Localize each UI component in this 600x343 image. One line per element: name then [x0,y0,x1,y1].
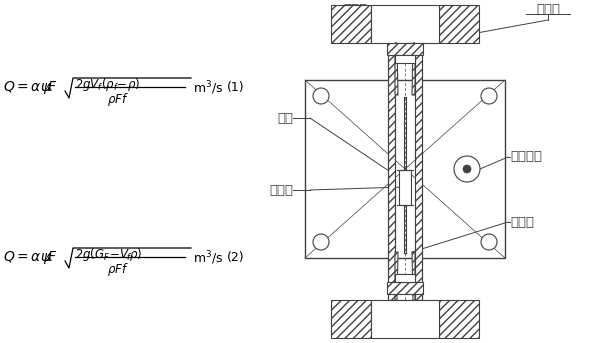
Circle shape [481,88,497,104]
Bar [439,300,479,338]
Bar [371,300,439,338]
Circle shape [454,156,480,182]
Bar [387,43,423,55]
Bar [415,43,422,300]
Polygon shape [395,252,398,300]
Polygon shape [412,43,415,95]
Bar [399,170,411,205]
Text: $\mathrm{m^3/s}$: $\mathrm{m^3/s}$ [193,79,223,97]
Text: (1): (1) [227,82,245,95]
Bar [305,80,505,258]
Text: 随动系统: 随动系统 [510,151,542,164]
Text: 法兰: 法兰 [430,328,443,338]
Text: 测量管: 测量管 [536,3,560,16]
Circle shape [313,88,329,104]
Text: $2gV_f(\rho_f\!-\!\rho)$: $2gV_f(\rho_f\!-\!\rho)$ [75,76,140,93]
Text: $Q = \alpha\psi\!\!\vartriangle\!\!F$: $Q = \alpha\psi\!\!\vartriangle\!\!F$ [3,249,58,267]
Bar [395,55,415,63]
Bar [371,5,439,43]
Text: $\mathrm{m^3/s}$: $\mathrm{m^3/s}$ [193,249,223,267]
Text: 浮子: 浮子 [277,111,293,125]
Bar [331,5,371,43]
Bar [387,282,423,294]
Text: $\rho Ff$: $\rho Ff$ [107,261,129,278]
Text: 锥形管: 锥形管 [510,215,534,228]
Bar [388,43,395,300]
Circle shape [463,165,471,173]
Text: 显示器: 显示器 [343,3,367,16]
Polygon shape [395,43,398,95]
Polygon shape [412,252,415,300]
Text: (2): (2) [227,251,245,264]
Text: 导向管: 导向管 [269,184,293,197]
Bar [331,300,371,338]
Text: $\rho Ff$: $\rho Ff$ [107,91,129,108]
Bar [439,5,479,43]
Bar [395,274,415,282]
Text: $2g(G_F\!-\!V_{\!f}\rho)$: $2g(G_F\!-\!V_{\!f}\rho)$ [75,246,142,263]
Text: $Q = \alpha\psi\!\!\vartriangle\!\!F$: $Q = \alpha\psi\!\!\vartriangle\!\!F$ [3,80,58,96]
Circle shape [313,234,329,250]
Circle shape [481,234,497,250]
